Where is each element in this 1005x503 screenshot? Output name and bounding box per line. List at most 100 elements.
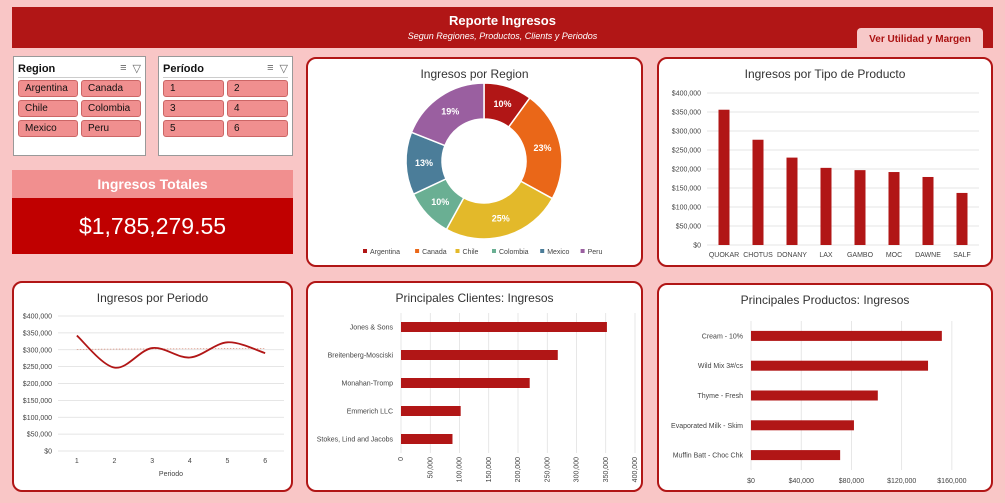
bar bbox=[820, 167, 832, 245]
legend-label: Chile bbox=[463, 249, 479, 256]
x-tick-label: 350,000 bbox=[603, 457, 610, 482]
y-tick-label: $250,000 bbox=[672, 148, 701, 155]
bar bbox=[751, 390, 878, 401]
x-tick-label: DONANY bbox=[777, 252, 807, 259]
slicer-item-6[interactable]: 6 bbox=[227, 120, 288, 137]
x-tick-label: 5 bbox=[226, 458, 230, 465]
clear-filter-icon[interactable]: ▽ bbox=[279, 63, 288, 75]
report-title: Reporte Ingresos bbox=[449, 13, 556, 28]
bar bbox=[854, 170, 866, 245]
slice-data-label: 10% bbox=[431, 197, 449, 207]
slicer-item-4[interactable]: 4 bbox=[227, 100, 288, 117]
slicer-item-chile[interactable]: Chile bbox=[18, 100, 78, 117]
y-tick-label: $150,000 bbox=[23, 398, 52, 405]
clear-filter-icon[interactable]: ▽ bbox=[132, 63, 141, 75]
bar bbox=[401, 378, 530, 388]
donut-slice bbox=[445, 180, 554, 240]
y-tick-label: $250,000 bbox=[23, 364, 52, 371]
y-tick-label: $0 bbox=[693, 243, 701, 250]
slicer-item-argentina[interactable]: Argentina bbox=[18, 80, 78, 97]
bar bbox=[888, 172, 900, 245]
x-tick-label: 150,000 bbox=[486, 457, 493, 482]
bar bbox=[956, 192, 968, 245]
x-tick-label: 1 bbox=[75, 458, 79, 465]
ver-utilidad-button[interactable]: Ver Utilidad y Margen bbox=[857, 28, 983, 51]
x-axis-label: Periodo bbox=[159, 471, 183, 478]
x-tick-label: DAWNE bbox=[915, 252, 941, 259]
producto-bar-chart: $0 $50,000 $100,000 $150,000 $200,000 $250,00… bbox=[672, 91, 979, 259]
slicer-item-peru[interactable]: Peru bbox=[81, 120, 141, 137]
x-tick-label: 100,000 bbox=[457, 457, 464, 482]
periodo-line-chart: $0 $50,000 $100,000 $150,000 $200,000 $250,00… bbox=[23, 314, 284, 478]
y-tick-label: Jones & Sons bbox=[350, 325, 394, 332]
slice-data-label: 13% bbox=[415, 158, 433, 168]
bar bbox=[401, 406, 461, 416]
x-tick-label: SALF bbox=[953, 252, 971, 259]
x-tick-label: QUOKAR bbox=[709, 252, 739, 259]
multi-select-icon[interactable]: ≡ bbox=[267, 62, 274, 74]
report-header: Reporte Ingresos Segun Regiones, Product… bbox=[12, 7, 993, 48]
chart-title: Ingresos por Region bbox=[420, 67, 529, 81]
legend-swatch bbox=[580, 249, 585, 253]
legend-label: Canada bbox=[422, 249, 447, 256]
legend-swatch bbox=[455, 249, 460, 253]
donut-slice bbox=[410, 82, 485, 147]
legend-swatch bbox=[492, 249, 496, 253]
y-tick-label: $100,000 bbox=[23, 415, 52, 422]
y-tick-label: $150,000 bbox=[672, 186, 701, 193]
x-tick-label: 200,000 bbox=[515, 457, 522, 482]
y-tick-label: Wild Mix 3#/cs bbox=[698, 363, 744, 370]
region-slicer-title: Region bbox=[18, 62, 56, 75]
periodo-slicer-title: Período bbox=[163, 62, 204, 75]
bar bbox=[751, 330, 942, 341]
slice-data-label: 10% bbox=[494, 99, 512, 109]
y-tick-label: $400,000 bbox=[23, 314, 52, 321]
x-tick-label: MOC bbox=[886, 252, 902, 259]
y-tick-label: $300,000 bbox=[23, 347, 52, 354]
x-tick-label: 400,000 bbox=[632, 457, 639, 482]
slicer-item-canada[interactable]: Canada bbox=[81, 80, 141, 97]
y-tick-label: $50,000 bbox=[27, 432, 52, 439]
x-tick-label: $120,000 bbox=[887, 478, 916, 485]
y-tick-label: Cream - 10% bbox=[702, 333, 743, 340]
slicer-item-mexico[interactable]: Mexico bbox=[18, 120, 78, 137]
kpi-label: Ingresos Totales bbox=[12, 170, 293, 198]
y-tick-label: Emmerich LLC bbox=[347, 409, 393, 416]
y-tick-label: Evaporated Milk - Skim bbox=[671, 423, 743, 430]
chart-title: Principales Clientes: Ingresos bbox=[395, 291, 554, 305]
trend-line bbox=[76, 348, 266, 350]
y-tick-label: Stokes, Lind and Jacobs bbox=[317, 437, 394, 444]
report-subtitle: Segun Regiones, Productos, Clients y Per… bbox=[407, 31, 598, 41]
y-tick-label: Breitenberg-Mosciski bbox=[328, 353, 394, 360]
slicer-item-1[interactable]: 1 bbox=[163, 80, 224, 97]
multi-select-icon[interactable]: ≡ bbox=[120, 62, 127, 74]
y-tick-label: $200,000 bbox=[672, 167, 701, 174]
slice-data-label: 23% bbox=[534, 143, 552, 153]
y-tick-label: $100,000 bbox=[672, 205, 701, 212]
chart-title: Ingresos por Periodo bbox=[96, 291, 209, 305]
x-tick-label: 3 bbox=[150, 458, 154, 465]
x-tick-label: 2 bbox=[113, 458, 117, 465]
x-tick-label: $160,000 bbox=[937, 478, 966, 485]
x-tick-label: 250,000 bbox=[544, 457, 551, 482]
producto-chart-panel: Ingresos por Tipo de Producto $0 $50,000 $… bbox=[657, 57, 993, 267]
slicer-item-2[interactable]: 2 bbox=[227, 80, 288, 97]
slicer-item-5[interactable]: 5 bbox=[163, 120, 224, 137]
bar bbox=[718, 109, 730, 245]
slicer-item-3[interactable]: 3 bbox=[163, 100, 224, 117]
periodo-chart-panel: Ingresos por Periodo $0 $50,000 $100,000 $1… bbox=[12, 281, 293, 492]
x-tick-label: LAX bbox=[819, 252, 833, 259]
y-tick-label: $300,000 bbox=[672, 129, 701, 136]
x-tick-label: 6 bbox=[263, 458, 267, 465]
clientes-bar-chart: 0 50,000 100,000 150,000 200,000 250,000 300,0… bbox=[317, 313, 639, 482]
legend-label: Argentina bbox=[370, 249, 400, 256]
bar bbox=[401, 350, 558, 360]
x-tick-label: 50,000 bbox=[427, 457, 434, 479]
productos-bar-chart: $0 $40,000 $80,000 $120,000 $160,000 Cream - … bbox=[671, 321, 967, 485]
x-tick-label: GAMBO bbox=[847, 252, 874, 259]
slicer-item-colombia[interactable]: Colombia bbox=[81, 100, 141, 117]
kpi-value: $1,785,279.55 bbox=[12, 198, 293, 254]
legend-label: Colombia bbox=[499, 249, 529, 256]
bar bbox=[401, 322, 607, 332]
slice-data-label: 19% bbox=[441, 106, 459, 116]
